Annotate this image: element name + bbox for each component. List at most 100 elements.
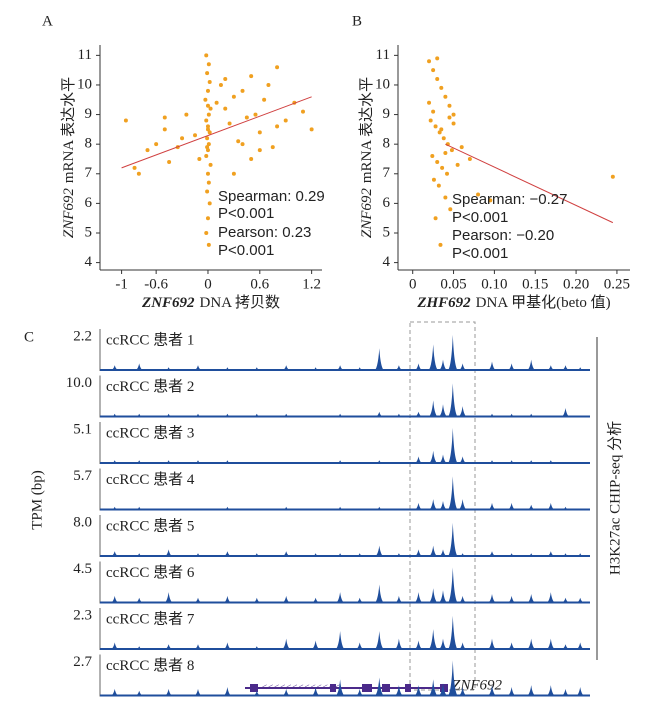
peak bbox=[162, 592, 175, 604]
peak bbox=[456, 553, 469, 557]
point bbox=[231, 171, 236, 176]
peak bbox=[373, 677, 386, 697]
svg-text:<<<<<<<<<<<<<: <<<<<<<<<<<<< bbox=[262, 682, 341, 692]
point bbox=[204, 53, 209, 58]
peak bbox=[486, 685, 498, 697]
point bbox=[162, 115, 167, 120]
peak bbox=[437, 501, 449, 511]
peak bbox=[574, 415, 587, 418]
point bbox=[204, 230, 209, 235]
peak bbox=[505, 642, 518, 650]
peak bbox=[192, 365, 204, 371]
peak bbox=[392, 595, 405, 604]
panel-label: C bbox=[24, 329, 34, 345]
peak bbox=[544, 685, 557, 697]
peak bbox=[446, 476, 459, 511]
peak bbox=[353, 508, 366, 511]
point bbox=[283, 118, 288, 123]
point bbox=[435, 159, 440, 164]
peak bbox=[221, 551, 234, 557]
track-label: ccRCC 患者 3 bbox=[106, 424, 194, 441]
panel-label: B bbox=[352, 13, 362, 29]
peak bbox=[574, 367, 587, 371]
peak bbox=[280, 506, 293, 511]
x-tick-label: 0.15 bbox=[522, 276, 548, 292]
point bbox=[431, 109, 436, 114]
peak bbox=[437, 454, 449, 464]
peak bbox=[373, 460, 386, 464]
y-tick-label: 9 bbox=[383, 106, 391, 122]
peak bbox=[162, 688, 175, 697]
x-tick-label: 0.10 bbox=[481, 276, 507, 292]
point bbox=[249, 74, 254, 79]
track-baseline bbox=[100, 694, 590, 697]
peak bbox=[309, 367, 322, 371]
track-label: ccRCC 患者 5 bbox=[106, 517, 194, 534]
point bbox=[218, 82, 223, 87]
track-baseline bbox=[100, 462, 590, 464]
x-tick-label: -0.6 bbox=[144, 276, 168, 292]
annotation: P<0.001 bbox=[452, 209, 508, 226]
peak bbox=[373, 506, 386, 511]
track-baseline bbox=[100, 555, 590, 557]
point bbox=[270, 145, 275, 150]
point bbox=[223, 106, 228, 111]
peak bbox=[162, 367, 175, 371]
peak bbox=[280, 413, 293, 418]
annotation: P<0.001 bbox=[218, 242, 274, 259]
peak bbox=[456, 642, 469, 650]
peak bbox=[559, 597, 572, 604]
peak bbox=[486, 361, 498, 371]
peak bbox=[108, 688, 121, 697]
peak bbox=[334, 631, 347, 650]
point bbox=[205, 124, 210, 129]
peak bbox=[108, 551, 121, 557]
point bbox=[145, 148, 150, 153]
point bbox=[227, 121, 232, 126]
peak bbox=[437, 683, 449, 697]
peak bbox=[486, 460, 498, 464]
track-label: ccRCC 患者 6 bbox=[106, 564, 195, 581]
point bbox=[203, 97, 208, 102]
point bbox=[205, 88, 210, 93]
point bbox=[223, 77, 228, 82]
point bbox=[427, 100, 432, 105]
peak bbox=[544, 592, 557, 604]
peak bbox=[309, 687, 322, 697]
point bbox=[205, 103, 210, 108]
peak bbox=[505, 595, 518, 604]
gene-label: ZNF692 bbox=[452, 677, 503, 693]
peak bbox=[133, 646, 146, 650]
peak bbox=[309, 597, 322, 604]
point bbox=[451, 121, 456, 126]
point bbox=[204, 154, 209, 159]
point bbox=[439, 85, 444, 90]
peak bbox=[437, 549, 449, 557]
point bbox=[244, 115, 249, 120]
peak bbox=[221, 460, 234, 464]
peak bbox=[525, 359, 538, 371]
peak bbox=[525, 638, 538, 650]
peak bbox=[133, 460, 146, 464]
point bbox=[205, 189, 210, 194]
y-tick-label: 7 bbox=[383, 165, 391, 181]
peak bbox=[544, 460, 557, 464]
peak bbox=[280, 365, 293, 371]
peak bbox=[427, 679, 440, 697]
point bbox=[435, 56, 440, 61]
point bbox=[439, 127, 444, 132]
peak bbox=[392, 553, 405, 557]
peak bbox=[446, 615, 459, 650]
peak bbox=[221, 595, 234, 604]
point bbox=[136, 171, 141, 176]
point bbox=[205, 171, 210, 176]
track-label: ccRCC 患者 1 bbox=[106, 331, 194, 348]
peak bbox=[427, 400, 440, 418]
y-axis-label-text: mRNA 表达水平 bbox=[60, 77, 77, 183]
peak bbox=[133, 553, 146, 557]
x-axis-label-gene: ZNF692 bbox=[141, 295, 195, 311]
point bbox=[205, 127, 210, 132]
peak bbox=[525, 594, 538, 604]
annotation: Spearman: −0.27 bbox=[452, 191, 568, 208]
